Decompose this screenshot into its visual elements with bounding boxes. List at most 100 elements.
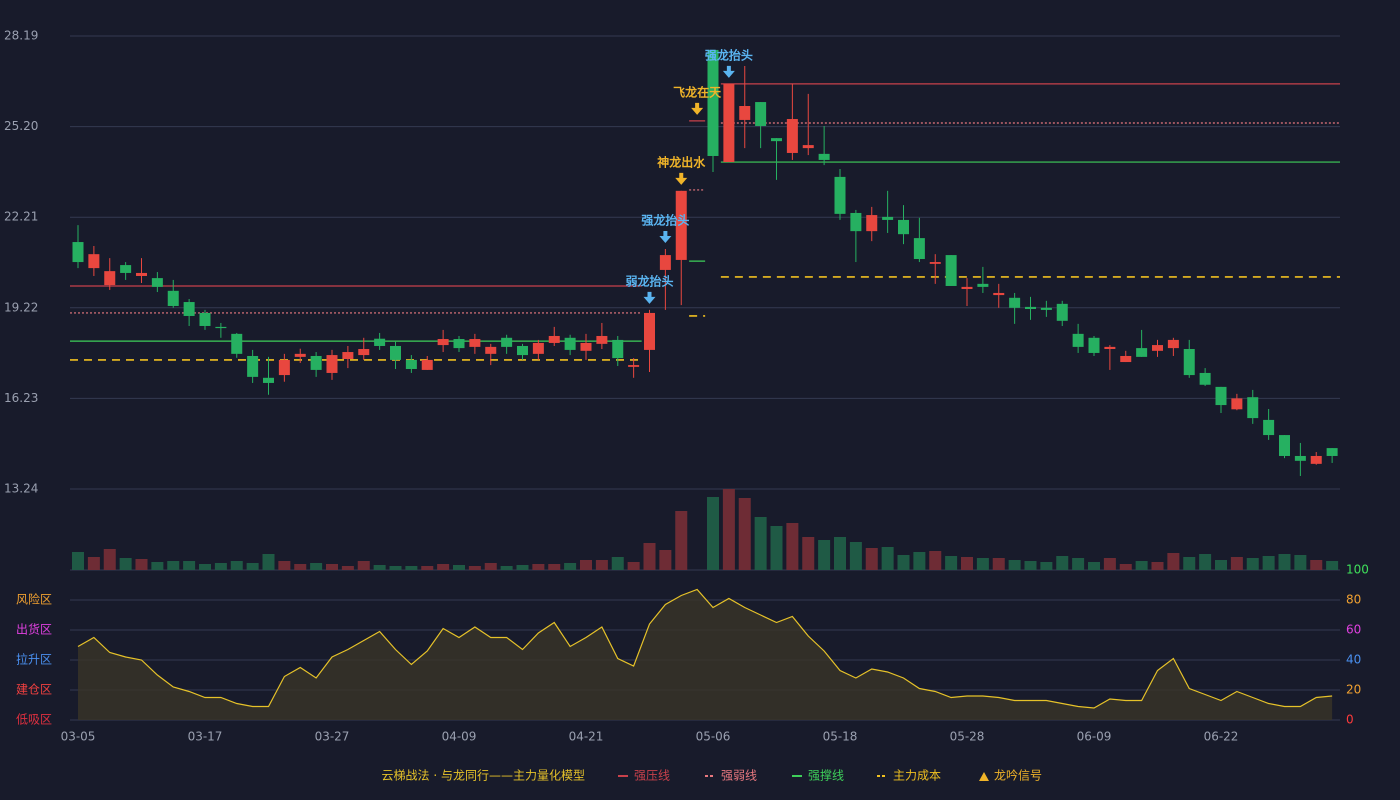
volume-bar [214,563,227,570]
candle-body [294,353,306,357]
volume-bar [484,563,497,570]
volume-bar [738,498,751,570]
legend-label: 龙吟信号 [994,768,1042,783]
volume-bar [262,554,275,570]
legend-label: 强撑线 [808,768,844,783]
candle-body [882,216,894,220]
zone-label: 低吸区 [16,713,52,727]
candle-body [834,176,846,214]
candle-body [659,255,671,270]
volume-bar [580,560,592,570]
volume-bar [405,566,418,570]
y2-tick-label: 20 [1346,683,1361,697]
candle-body [1167,339,1179,349]
candle-body [802,145,814,149]
candle-body [183,302,195,316]
candle-body [421,359,433,370]
candle-body [1183,349,1195,376]
candle-body [485,346,497,354]
x-tick-label: 03-17 [188,730,223,744]
zone-label: 出货区 [16,622,52,637]
candle-body [405,359,417,370]
volume-bar [548,564,561,570]
volume-bar [897,555,910,570]
candle-body [961,286,973,290]
candle-body [1310,455,1322,464]
candle-body [1215,386,1227,406]
volume-bar [849,542,862,570]
signal-arrow [675,172,688,185]
candle-body [1279,435,1290,456]
candle-body [612,339,624,359]
candle-body [913,238,925,260]
candle-body [1263,419,1275,436]
candle-body [167,290,179,306]
zone-label: 建仓区 [16,683,52,697]
volume-bar [1310,560,1323,570]
y2-tick-label: 0 [1346,713,1354,727]
volume-bar [135,559,148,570]
candle-body [326,355,338,373]
volume-bar [119,558,132,570]
candle-body [72,242,84,263]
volume-bar [341,566,354,570]
volume-bar [278,561,291,570]
volume-bar [1262,556,1275,570]
candle-body [247,355,259,377]
x-tick-label: 05-06 [696,730,731,744]
volume-bar [183,561,196,570]
volume-bar [516,565,529,570]
volume-bar [326,564,338,570]
candle-body [1104,346,1116,350]
candle-body [707,49,719,156]
volume-bar [595,560,608,570]
y2-tick-label: 100 [1346,563,1369,577]
signal-arrow [659,231,672,244]
volume-bar [1326,561,1339,570]
volume-bar [1278,554,1291,570]
signal-arrow [722,65,735,78]
candle-body [501,337,513,347]
candle-body [1326,448,1338,456]
volume-bar [1230,557,1243,570]
volume-bar [1199,554,1212,570]
candle-body [278,359,290,376]
volume-bar [389,566,402,570]
legend-label: 主力成本 [893,769,941,783]
volume-bar [1294,555,1307,570]
volume-bar [1151,562,1164,570]
candle-body [993,292,1005,296]
candle-body [1056,303,1068,321]
volume-bar [802,537,815,570]
volume-bar [1040,562,1053,570]
volume-bar [992,558,1005,570]
candle-body [786,119,798,153]
volume-bar [1119,564,1132,570]
signal-arrow [643,291,656,304]
x-tick-label: 04-21 [569,730,604,744]
candle-body [977,283,989,287]
volume-bar [199,564,211,570]
y-tick-label: 25.20 [4,119,38,133]
y-tick-label: 28.19 [4,29,38,43]
candle-body [1136,348,1148,357]
volume-bar [1103,558,1116,570]
volume-bar [246,563,259,570]
y2-tick-label: 80 [1346,593,1361,607]
volume-bar [1215,560,1227,570]
candle-body [739,105,751,120]
volume-bar [468,566,481,570]
candle-body [151,278,163,287]
candle-body [199,312,211,326]
legend-title: 云梯战法 · 与龙同行——主力量化模型 [382,769,585,783]
candle-body [231,333,243,354]
candle-body [215,326,227,329]
candle-body [1072,333,1084,347]
x-tick-label: 06-09 [1077,730,1112,744]
volume-bar [929,551,942,570]
legend-swatch [979,772,989,781]
candle-body [310,355,322,370]
volume-bar [643,543,656,570]
candle-body [469,339,481,347]
volume-bar [818,540,831,570]
